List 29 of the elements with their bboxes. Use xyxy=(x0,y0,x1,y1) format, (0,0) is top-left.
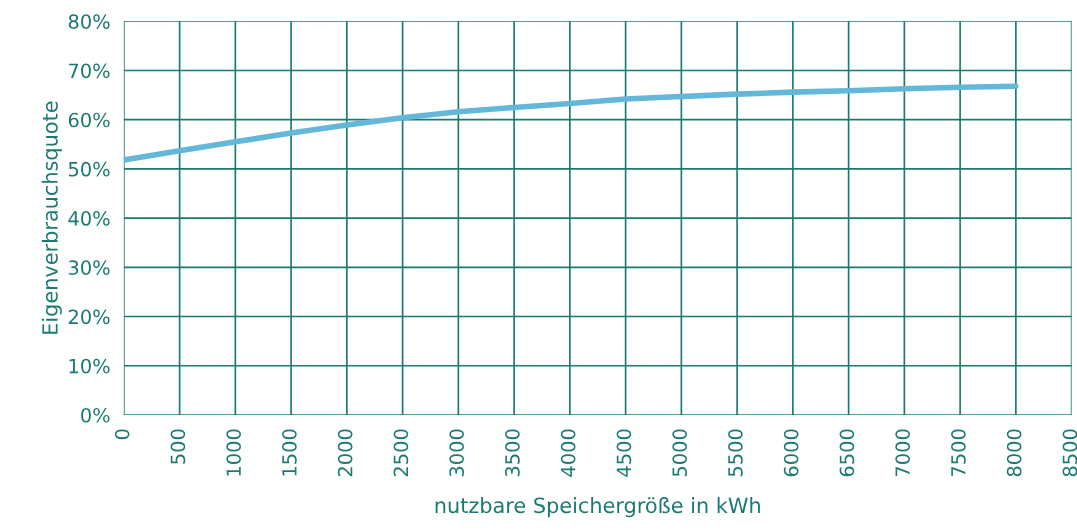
x-tick-label: 5500 xyxy=(728,429,743,477)
x-tick-label: 3000 xyxy=(449,429,464,477)
y-tick-label: 50% xyxy=(68,161,110,177)
x-tick-label: 1000 xyxy=(226,429,241,476)
x-tick-label: 4000 xyxy=(560,429,576,477)
x-tick-label: 4500 xyxy=(616,429,632,477)
x-tick-label: 7000 xyxy=(895,429,911,477)
x-tick-label: 2000 xyxy=(337,429,353,477)
x-axis-title: nutzbare Speichergröße in kWh xyxy=(435,497,760,518)
y-tick-label: 30% xyxy=(68,260,110,275)
x-tick-label: 8000 xyxy=(1006,429,1022,477)
x-tick-label: 8500 xyxy=(1062,429,1077,477)
y-tick-label: 10% xyxy=(69,358,110,374)
x-tick-label: 6500 xyxy=(839,429,855,477)
x-tick-label: 500 xyxy=(170,429,186,464)
y-axis-title: Eigenverbrauchsquote xyxy=(41,101,62,334)
x-tick-label: 6000 xyxy=(783,429,799,477)
x-tick-label: 5000 xyxy=(672,429,687,477)
x-tick-label: 7500 xyxy=(951,429,966,477)
x-tick-label: 2500 xyxy=(393,429,409,477)
y-tick-label: 70% xyxy=(69,63,110,79)
x-tick-label: 3500 xyxy=(505,429,520,477)
x-tick-label: 1500 xyxy=(282,429,297,476)
x-tick-label: 0 xyxy=(114,429,130,440)
y-tick-label: 80% xyxy=(68,14,110,29)
y-tick-label: 0% xyxy=(81,407,110,423)
y-tick-label: 60% xyxy=(68,112,110,128)
y-tick-label: 20% xyxy=(68,309,110,325)
y-tick-label: 40% xyxy=(68,211,110,226)
